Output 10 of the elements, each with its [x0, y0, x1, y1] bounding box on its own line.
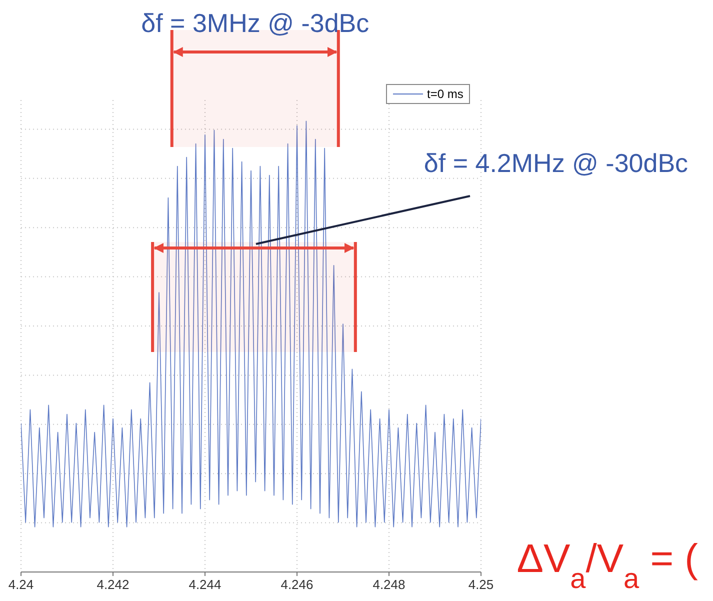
text: ΔV$_{a}$/V$_{a}$ = (	[516, 537, 699, 594]
x-tick-label: 4.242	[96, 577, 130, 592]
legend-label: t=0 ms	[427, 87, 464, 101]
x-tick-label: 4.248	[372, 577, 406, 592]
x-tick-label: 4.24	[8, 577, 34, 592]
x-tick-label: 4.244	[188, 577, 222, 592]
x-tick-label: 4.25	[468, 577, 494, 592]
x-tick-label: 4.246	[280, 577, 314, 592]
band-label: δf = 4.2MHz @ -30dBc	[424, 148, 688, 178]
band-label: δf = 3MHz @ -3dBc	[141, 8, 370, 38]
